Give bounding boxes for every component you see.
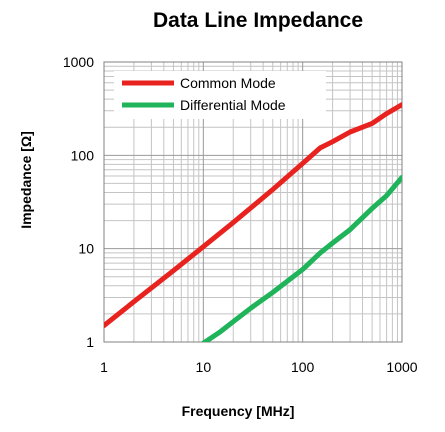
y-tick-label: 100: [71, 147, 95, 163]
x-tick-label: 1: [100, 359, 108, 375]
series-line-common-mode: [104, 102, 402, 329]
x-tick-label: 100: [291, 359, 315, 375]
series-line-differential-mode: [201, 174, 402, 342]
tick-labels: 1 10 100 1000 1 10 100 1000: [63, 54, 418, 375]
x-tick-label: 10: [196, 359, 212, 375]
plot-frame: [103, 61, 403, 343]
y-tick-label: 1: [86, 334, 94, 350]
x-axis-label: Frequency [MHz]: [182, 403, 295, 419]
legend-label-differential-mode: Differential Mode: [180, 97, 286, 113]
series-lines: [104, 102, 402, 342]
x-tick-label: 1000: [386, 359, 417, 375]
y-axis-label: Impedance [Ω]: [18, 131, 34, 229]
y-tick-label: 1000: [63, 54, 94, 70]
legend-label-common-mode: Common Mode: [180, 75, 276, 91]
y-tick-label: 10: [78, 241, 94, 257]
legend: Common Mode Differential Mode: [114, 71, 326, 119]
chart-title: Data Line Impedance: [153, 9, 363, 32]
legend-box: [114, 71, 326, 119]
